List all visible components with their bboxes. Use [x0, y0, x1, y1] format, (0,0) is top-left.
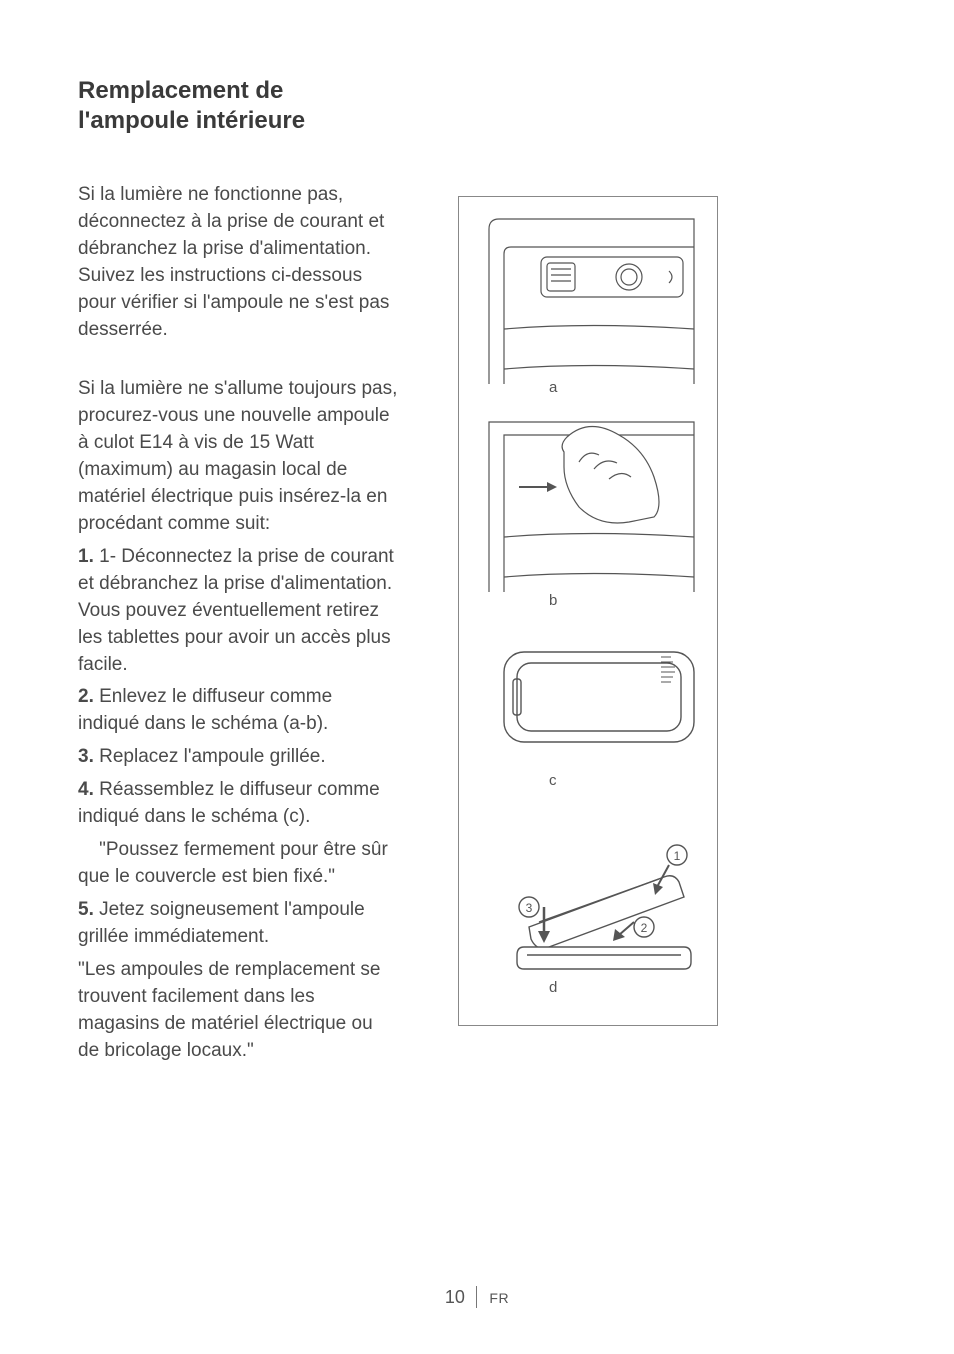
- language-label: FR: [489, 1290, 509, 1306]
- page-footer: 10 FR: [0, 1287, 954, 1310]
- figure-label-a: a: [549, 379, 557, 396]
- diagram-b-icon: [469, 407, 709, 597]
- diagram-c-icon: [469, 627, 709, 777]
- diagram-d-icon: 1 2 3: [469, 807, 709, 987]
- figure-label-d: d: [549, 979, 557, 996]
- step-1: 1. 1- Déconnectez la prise de courant et…: [78, 544, 398, 679]
- quote-1: "Poussez fermement pour être sûr que le …: [78, 837, 398, 891]
- closing-note: "Les ampoules de remplacement se trouven…: [78, 957, 398, 1065]
- diagram-a-icon: [469, 209, 709, 389]
- figure-label-c: c: [549, 772, 557, 789]
- step-5: 5. Jetez soigneusement l'ampoule grillée…: [78, 897, 398, 951]
- figure-label-b: b: [549, 592, 557, 609]
- instruction-figure: a: [458, 196, 718, 1026]
- step-3: 3. Replacez l'ampoule grillée.: [78, 744, 398, 771]
- paragraph-2: Si la lumière ne s'allume toujours pas, …: [78, 376, 398, 538]
- diagram-number-3: 3: [526, 901, 533, 915]
- footer-divider-icon: [476, 1286, 477, 1308]
- diagram-number-1: 1: [674, 849, 681, 863]
- paragraph-1: Si la lumière ne fonctionne pas, déconne…: [78, 182, 398, 344]
- diagram-number-2: 2: [641, 921, 648, 935]
- step-2: 2. Enlevez le diffuseur comme indiqué da…: [78, 684, 398, 738]
- page-title: Remplacement de l'ampoule intérieure: [78, 76, 398, 136]
- page-number: 10: [445, 1287, 465, 1307]
- step-4: 4. Réassemblez le diffuseur comme indiqu…: [78, 777, 398, 831]
